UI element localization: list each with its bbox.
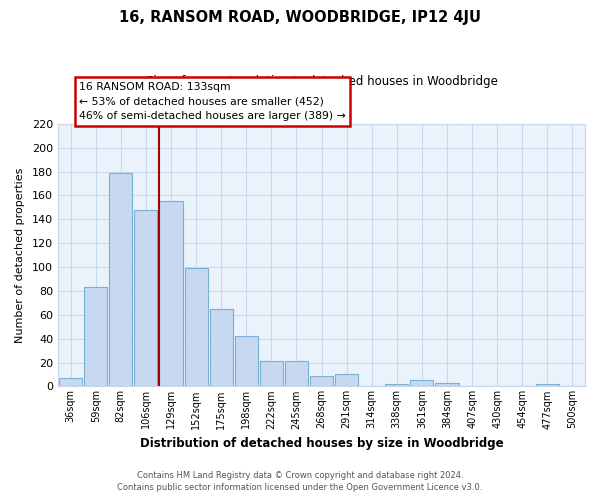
Title: Size of property relative to detached houses in Woodbridge: Size of property relative to detached ho… [146,75,497,88]
Bar [185,268,208,386]
Bar [310,376,333,386]
Bar [235,336,258,386]
Text: 16 RANSOM ROAD: 133sqm
← 53% of detached houses are smaller (452)
46% of semi-de: 16 RANSOM ROAD: 133sqm ← 53% of detached… [79,82,346,122]
Bar [84,288,107,386]
Text: Contains HM Land Registry data © Crown copyright and database right 2024.
Contai: Contains HM Land Registry data © Crown c… [118,471,482,492]
Bar [285,362,308,386]
Bar [436,383,458,386]
Text: 16, RANSOM ROAD, WOODBRIDGE, IP12 4JU: 16, RANSOM ROAD, WOODBRIDGE, IP12 4JU [119,10,481,25]
Bar [209,309,233,386]
Bar [335,374,358,386]
Bar [410,380,433,386]
Y-axis label: Number of detached properties: Number of detached properties [15,168,25,343]
Bar [160,202,182,386]
Bar [536,384,559,386]
X-axis label: Distribution of detached houses by size in Woodbridge: Distribution of detached houses by size … [140,437,503,450]
Bar [385,384,409,386]
Bar [59,378,82,386]
Bar [260,362,283,386]
Bar [109,173,133,386]
Bar [134,210,157,386]
